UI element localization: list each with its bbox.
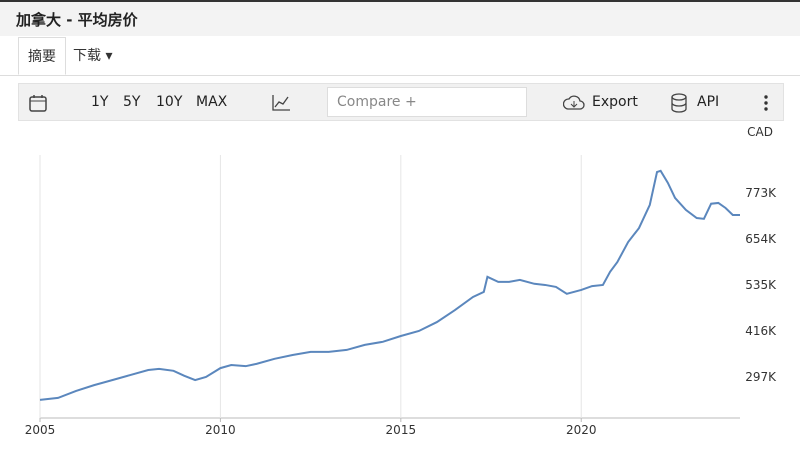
y-tick-label: 535K (745, 278, 777, 292)
compare-input[interactable]: Compare + (327, 87, 527, 117)
tab[interactable]: 下载 ▾ (73, 48, 113, 64)
line-series (39, 169, 740, 401)
x-tick-label: 2005 (25, 423, 56, 437)
export-button[interactable]: Export (592, 94, 638, 110)
y-tick-label: 297K (745, 370, 777, 384)
x-tick-label: 2015 (386, 423, 417, 437)
chart-type-icon[interactable] (271, 94, 291, 112)
export-icon[interactable] (563, 94, 585, 112)
api-button[interactable]: API (697, 94, 720, 110)
title-bar: 加拿大 - 平均房价 (0, 0, 800, 36)
tab-label[interactable]: 下载 (73, 48, 101, 64)
range-button[interactable]: 5Y (123, 94, 141, 110)
range-button[interactable]: MAX (196, 94, 228, 110)
page-title: 加拿大 - 平均房价 (16, 11, 138, 29)
tab[interactable]: 摘要 (18, 37, 66, 75)
calendar-icon[interactable] (29, 94, 47, 112)
x-tick-label: 2020 (566, 423, 597, 437)
y-tick-label: 416K (745, 324, 777, 338)
tabs: 摘要 下载 ▾ (0, 37, 800, 76)
range-button[interactable]: 10Y (156, 94, 183, 110)
toolbar: 1Y 5Y 10Y MAX Compare + Export API (18, 83, 784, 121)
unit-label: CAD (747, 125, 773, 139)
x-tick-label: 2010 (205, 423, 236, 437)
y-tick-label: 654K (745, 232, 777, 246)
api-icon[interactable] (671, 93, 687, 113)
y-tick-label: 773K (745, 186, 777, 200)
range-button[interactable]: 1Y (91, 94, 109, 110)
chart: CAD 2005 2010 2015 2020 297K 416K 535K 654K 773K (25, 125, 777, 437)
more-icon[interactable] (763, 94, 769, 112)
